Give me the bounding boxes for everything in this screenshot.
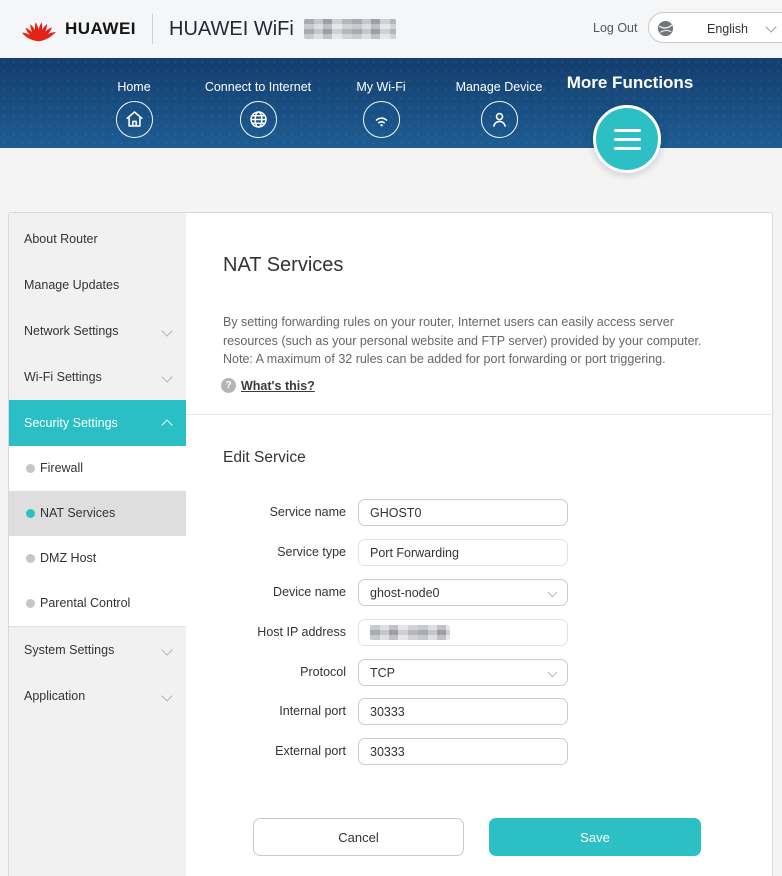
brand-name: HUAWEI [65,19,136,38]
sidebar-item-application[interactable]: Application [9,673,186,719]
globe-icon [249,111,267,128]
question-icon: ? [221,378,236,393]
huawei-logo-icon [21,22,56,42]
host-ip-field[interactable] [358,619,568,646]
external-port-label: External port [275,744,346,758]
main-panel: About Router Manage Updates Network Sett… [8,212,773,876]
page-description: By setting forwarding rules on your rout… [223,315,702,366]
wifi-icon [375,117,387,127]
language-value: English [707,22,748,36]
language-selector[interactable]: English [648,12,782,43]
sidebar-item-wifi-settings[interactable]: Wi-Fi Settings [9,354,186,400]
sidebar-item-network-settings[interactable]: Network Settings [9,308,186,354]
chevron-down-icon [765,21,777,33]
nav-item-manage-device[interactable]: Manage Device [429,80,569,138]
internal-port-label: Internal port [279,704,346,718]
sidebar-item-manage-updates[interactable]: Manage Updates [24,278,120,292]
page-title: NAT Services [223,254,344,276]
sidebar-item-security-settings[interactable]: Security Settings [9,400,186,446]
internal-port-input[interactable] [358,698,568,725]
nav-item-more-functions[interactable]: More Functions [566,73,694,92]
nav-item-connect-to-internet[interactable]: Connect to Internet [188,80,328,138]
nav-item-my-wifi[interactable]: My Wi-Fi [311,80,451,138]
logout-link[interactable]: Log Out [593,21,638,35]
section-divider [186,414,773,415]
host-ip-label: Host IP address [257,625,346,639]
chevron-down-icon [547,587,558,598]
protocol-row: Protocol TCP [9,659,774,686]
content-area: NAT Services By setting forwarding rules… [9,213,774,876]
sidebar: About Router Manage Updates Network Sett… [9,213,186,876]
menu-icon [613,128,641,132]
sidebar-subitem-nat-services[interactable]: NAT Services [9,491,186,536]
service-name-row: Service name [9,499,774,526]
save-button[interactable]: Save [489,818,701,856]
brand-divider [152,14,153,44]
service-name-input[interactable] [358,499,568,526]
cancel-button[interactable]: Cancel [253,818,464,856]
service-type-field: Port Forwarding [358,539,568,566]
external-port-input[interactable] [358,738,568,765]
edit-service-title: Edit Service [223,449,306,466]
whats-this-link[interactable]: ? What's this? [221,378,315,393]
sidebar-subitem-firewall[interactable]: Firewall [9,446,186,491]
bullet-icon [26,464,35,473]
brand-area: HUAWEI HUAWEI WiFi [20,0,396,58]
internal-port-row: Internal port [9,698,774,725]
main-nav: Home Connect to Internet My Wi-Fi [0,58,782,148]
home-icon [125,111,143,127]
bullet-icon [26,509,35,518]
chevron-down-icon [547,667,558,678]
header: HUAWEI HUAWEI WiFi Log Out English [0,0,782,58]
device-name-row: Device name ghost-node0 [9,579,774,606]
page-product-title: HUAWEI WiFi [169,17,294,40]
security-settings-submenu: Firewall NAT Services DMZ Host Parental … [9,446,186,627]
redacted-ip-address [370,625,450,640]
sidebar-subitem-parental-control[interactable]: Parental Control [9,581,186,626]
external-port-row: External port [9,738,774,765]
bullet-icon [26,599,35,608]
service-type-row: Service type Port Forwarding [9,539,774,566]
more-functions-button[interactable] [593,105,661,173]
bullet-icon [26,554,35,563]
host-ip-row: Host IP address [9,619,774,646]
device-name-label: Device name [273,585,346,599]
protocol-label: Protocol [300,665,346,679]
device-name-dropdown[interactable]: ghost-node0 [358,579,568,606]
user-icon [492,112,506,127]
service-type-label: Service type [277,545,346,559]
redacted-device-name [303,19,396,39]
service-name-label: Service name [269,505,346,519]
sidebar-subitem-dmz-host[interactable]: DMZ Host [9,536,186,581]
nav-item-home[interactable]: Home [64,80,204,138]
sidebar-item-about-router[interactable]: About Router [24,232,98,246]
language-globe-icon [657,20,674,37]
sidebar-item-system-settings[interactable]: System Settings [9,627,186,673]
protocol-dropdown[interactable]: TCP [358,659,568,686]
